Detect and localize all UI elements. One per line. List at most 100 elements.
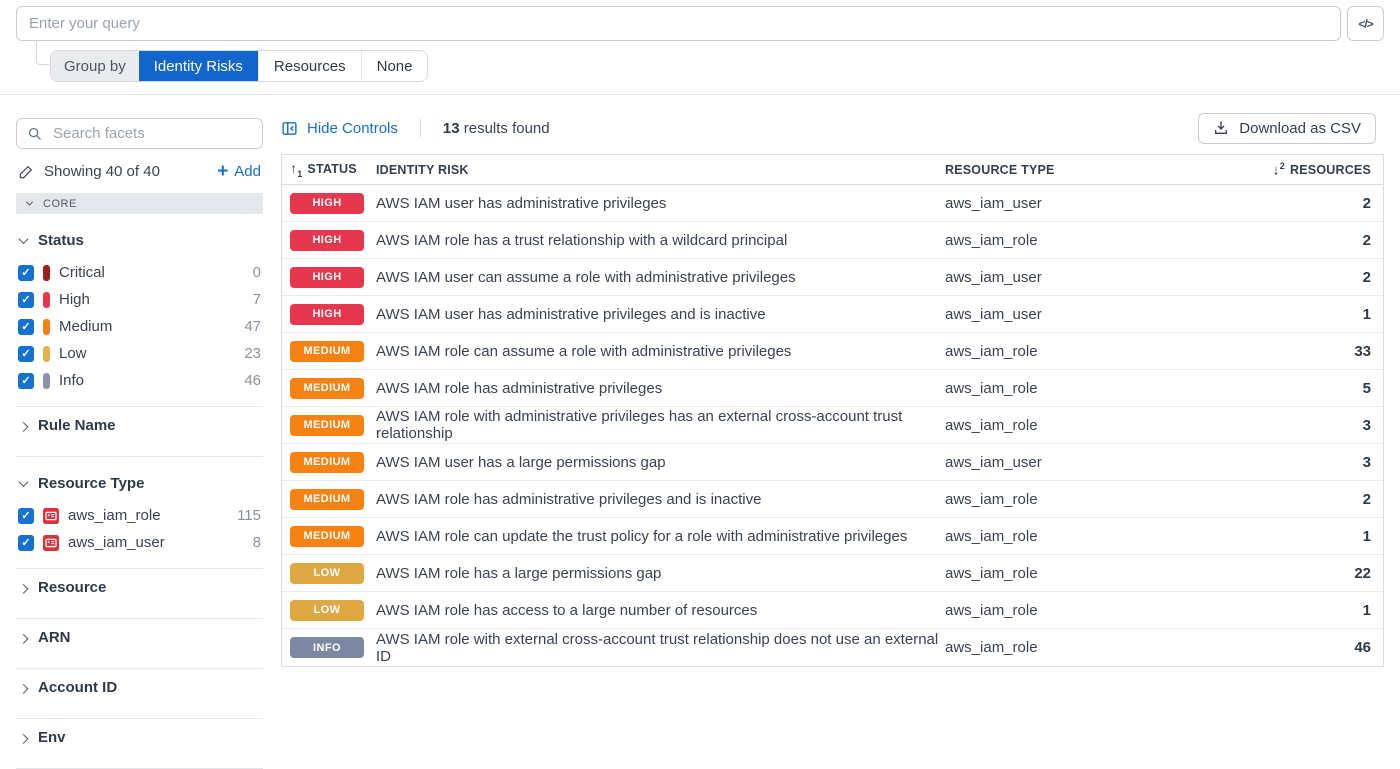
- status-facet-item[interactable]: ✓ Info 46: [16, 367, 263, 394]
- core-section-header[interactable]: CORE: [16, 193, 263, 214]
- query-input[interactable]: [16, 6, 1341, 41]
- results-table: ↑1 STATUS IDENTITY RISK RESOURCE TYPE ↓2…: [281, 154, 1384, 667]
- chevron-right-icon: [18, 633, 28, 644]
- column-header-status[interactable]: ↑1 STATUS: [290, 160, 357, 179]
- table-row[interactable]: MEDIUM AWS IAM user has a large permissi…: [282, 444, 1383, 481]
- checkbox-checked[interactable]: ✓: [18, 318, 34, 335]
- showing-count-label: Showing 40 of 40: [44, 163, 160, 180]
- table-row[interactable]: LOW AWS IAM role has access to a large n…: [282, 592, 1383, 629]
- resource-type-cell: aws_iam_role: [945, 231, 1038, 249]
- search-facets-input[interactable]: [16, 118, 263, 149]
- facets-sidebar: Showing 40 of 40 + Add CORE Status ✓ Cri…: [16, 95, 263, 769]
- facet-item-label: Low: [59, 345, 87, 362]
- resources-count-cell: 3: [1362, 416, 1371, 434]
- status-badge: HIGH: [290, 192, 364, 214]
- facet-item-count: 8: [252, 534, 261, 551]
- checkbox-checked[interactable]: ✓: [18, 291, 34, 308]
- results-count-label: 13 results found: [442, 119, 550, 137]
- facet-title-account-id[interactable]: Account ID: [16, 669, 263, 706]
- chevron-right-icon: [18, 583, 28, 594]
- table-header-row: ↑1 STATUS IDENTITY RISK RESOURCE TYPE ↓2…: [282, 155, 1383, 185]
- resource-type-facet-items: ✓ aws_iam_role 115 ✓ aws_iam_user 8: [16, 502, 263, 556]
- resource-type-facet-item[interactable]: ✓ aws_iam_role 115: [16, 502, 263, 529]
- table-row[interactable]: MEDIUM AWS IAM role can assume a role wi…: [282, 333, 1383, 370]
- status-facet-item[interactable]: ✓ High 7: [16, 286, 263, 313]
- table-row[interactable]: INFO AWS IAM role with external cross-ac…: [282, 629, 1383, 666]
- checkbox-checked[interactable]: ✓: [18, 507, 34, 524]
- hide-controls-button[interactable]: Hide Controls: [281, 120, 398, 137]
- status-facet-item[interactable]: ✓ Medium 47: [16, 313, 263, 340]
- tab-resources[interactable]: Resources: [257, 51, 361, 81]
- identity-risk-cell: AWS IAM role has administrative privileg…: [376, 379, 663, 397]
- identity-risk-cell: AWS IAM user can assume a role with admi…: [376, 268, 796, 286]
- table-row[interactable]: HIGH AWS IAM user can assume a role with…: [282, 259, 1383, 296]
- edit-facets-icon[interactable]: [18, 164, 34, 180]
- resource-type-cell: aws_iam_role: [945, 416, 1038, 434]
- search-icon: [27, 126, 42, 145]
- status-badge: HIGH: [290, 303, 364, 325]
- table-row[interactable]: MEDIUM AWS IAM role has administrative p…: [282, 370, 1383, 407]
- facet-title-arn[interactable]: ARN: [16, 619, 263, 656]
- identity-risk-cell: AWS IAM role has a large permissions gap: [376, 564, 662, 582]
- table-row[interactable]: HIGH AWS IAM user has administrative pri…: [282, 296, 1383, 333]
- facet-title-resource-type[interactable]: Resource Type: [16, 465, 263, 502]
- divider: [16, 568, 263, 569]
- divider: [16, 718, 263, 719]
- sort-descending-icon: ↓2: [1272, 161, 1286, 178]
- tab-none[interactable]: None: [360, 51, 428, 81]
- table-row[interactable]: HIGH AWS IAM role has a trust relationsh…: [282, 222, 1383, 259]
- facet-item-count: 47: [244, 318, 261, 335]
- facet-title-rule-name[interactable]: Rule Name: [16, 407, 263, 444]
- column-header-resource-type[interactable]: RESOURCE TYPE: [945, 162, 1055, 177]
- code-editor-button[interactable]: </>: [1347, 6, 1384, 41]
- checkbox-checked[interactable]: ✓: [18, 345, 34, 362]
- checkbox-checked[interactable]: ✓: [18, 372, 34, 389]
- status-badge: MEDIUM: [290, 525, 364, 547]
- status-badge: HIGH: [290, 229, 364, 251]
- group-by-label: Group by: [51, 51, 139, 81]
- chevron-down-icon: [18, 477, 28, 489]
- column-header-resources[interactable]: ↓2 RESOURCES: [1272, 161, 1371, 178]
- facet-item-label: Medium: [59, 318, 113, 335]
- table-row[interactable]: LOW AWS IAM role has a large permissions…: [282, 555, 1383, 592]
- query-bar: </>: [0, 0, 1400, 41]
- identity-risk-cell: AWS IAM user has a large permissions gap: [376, 453, 666, 471]
- groupby-connector-line: [36, 42, 49, 65]
- download-csv-button[interactable]: Download as CSV: [1198, 112, 1376, 144]
- table-row[interactable]: MEDIUM AWS IAM role has administrative p…: [282, 481, 1383, 518]
- status-badge: INFO: [290, 637, 364, 658]
- status-facet-item[interactable]: ✓ Low 23: [16, 340, 263, 367]
- status-facet-item[interactable]: ✓ Critical 0: [16, 259, 263, 286]
- checkbox-checked[interactable]: ✓: [18, 534, 34, 551]
- tab-identity-risks[interactable]: Identity Risks: [138, 51, 258, 81]
- table-row[interactable]: MEDIUM AWS IAM role can update the trust…: [282, 518, 1383, 555]
- severity-color-bar: [43, 372, 50, 389]
- checkbox-checked[interactable]: ✓: [18, 264, 34, 281]
- status-badge: MEDIUM: [290, 340, 364, 362]
- status-badge: HIGH: [290, 266, 364, 288]
- chevron-down-icon: [24, 198, 34, 209]
- chevron-down-icon: [18, 234, 28, 246]
- download-icon: [1213, 120, 1229, 136]
- resource-type-cell: aws_iam_role: [945, 564, 1038, 582]
- facet-title-env[interactable]: Env: [16, 719, 263, 756]
- divider: [16, 618, 263, 619]
- table-row[interactable]: HIGH AWS IAM user has administrative pri…: [282, 185, 1383, 222]
- identity-risk-cell: AWS IAM role with administrative privile…: [376, 408, 903, 442]
- code-icon: </>: [1358, 16, 1373, 31]
- facet-title-status[interactable]: Status: [16, 222, 263, 259]
- results-panel: Hide Controls 13 results found Download …: [281, 95, 1384, 769]
- facet-item-label: High: [59, 291, 90, 308]
- facet-title-resource[interactable]: Resource: [16, 569, 263, 606]
- add-facet-button[interactable]: + Add: [217, 161, 261, 182]
- resource-type-cell: aws_iam_user: [945, 453, 1042, 471]
- aws-iam-icon: [43, 534, 59, 551]
- column-header-identity-risk[interactable]: IDENTITY RISK: [376, 162, 469, 177]
- identity-risk-cell: AWS IAM user has administrative privileg…: [376, 194, 667, 212]
- resource-type-facet-item[interactable]: ✓ aws_iam_user 8: [16, 529, 263, 556]
- resource-type-cell: aws_iam_role: [945, 527, 1038, 545]
- status-badge: MEDIUM: [290, 414, 364, 436]
- status-badge: LOW: [290, 562, 364, 584]
- table-row[interactable]: MEDIUM AWS IAM role with administrative …: [282, 407, 1383, 444]
- status-badge: MEDIUM: [290, 377, 364, 399]
